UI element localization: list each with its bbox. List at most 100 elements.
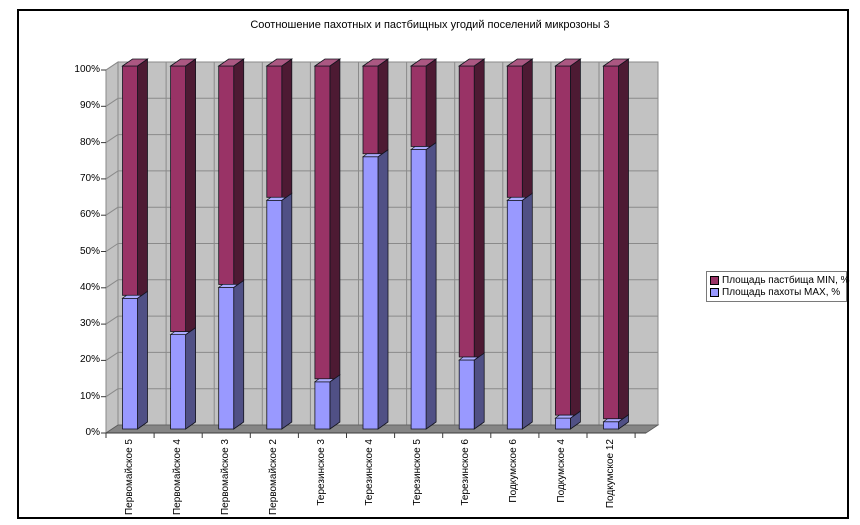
bar-arable-front — [410, 149, 427, 430]
bar-pasture-front — [122, 65, 138, 296]
bar-pasture-front — [555, 65, 571, 416]
bar-pasture-top — [361, 58, 390, 67]
legend-entry-arable-max: Площадь пахоты MAX, % — [710, 287, 844, 298]
bar-arable-front — [555, 417, 571, 430]
x-tick-label: Подкумское 6 — [508, 439, 520, 503]
x-tick-label: Подкумское 12 — [604, 439, 616, 509]
x-tick-label: Первомайское 5 — [123, 439, 135, 516]
bar-pasture-side — [329, 58, 341, 383]
y-tick-label: 70% — [79, 172, 100, 184]
bar-pasture-top — [457, 58, 486, 67]
bar-arable-front — [266, 199, 283, 430]
bar-pasture-top — [217, 58, 245, 67]
bar-arable-top — [121, 294, 143, 299]
x-tick-label: Первомайское 3 — [219, 439, 231, 516]
bar-arable-side — [233, 279, 245, 430]
x-tick-label: Первомайское 2 — [267, 439, 279, 516]
bar-arable-side — [425, 141, 437, 430]
bar-pasture-side — [377, 58, 389, 158]
bar-pasture-front — [218, 65, 235, 285]
bar-pasture-side — [618, 58, 629, 423]
gridline-side — [105, 279, 119, 289]
bar-arable-front — [314, 381, 331, 430]
gridline-side — [105, 315, 119, 325]
bar-pasture-side — [473, 58, 485, 361]
y-tick-label: 40% — [79, 281, 100, 293]
bar-arable-top — [410, 146, 432, 150]
legend-entry-pasture-min: Площадь пастбища MIN, % — [710, 275, 850, 286]
bar-pasture-front — [362, 65, 379, 155]
legend-swatch-arable-max — [710, 288, 719, 297]
bar-arable-top — [458, 356, 480, 361]
bar-pasture-side — [233, 58, 245, 289]
bar-pasture-side — [425, 58, 437, 151]
bar-arable-side — [137, 290, 148, 430]
legend: Площадь пастбища MIN, % Площадь пахоты M… — [706, 271, 850, 302]
bar-pasture-top — [602, 58, 630, 67]
y-tick-label: 50% — [79, 245, 100, 257]
bar-pasture-front — [170, 65, 187, 333]
gridline-side — [105, 243, 119, 252]
gridline-side — [105, 170, 119, 180]
bar-arable-side — [185, 326, 197, 430]
gridline-side — [105, 388, 119, 398]
bar-pasture-front — [410, 65, 427, 147]
bar-arable-side — [329, 374, 341, 430]
x-tick-label: Терезинское 6 — [460, 439, 472, 506]
bar-pasture-top — [121, 58, 149, 67]
x-tick-label: Первомайское 4 — [171, 439, 183, 516]
bar-pasture-top — [313, 58, 342, 67]
bar-pasture-side — [521, 58, 533, 202]
gridline-side — [105, 351, 119, 361]
bar-arable-side — [521, 192, 533, 430]
bar-pasture-top — [409, 58, 438, 67]
bar-arable-side — [377, 148, 389, 430]
bar-arable-side — [473, 352, 485, 430]
y-tick-label: 80% — [79, 136, 100, 148]
bar-pasture-side — [185, 58, 197, 336]
bar-arable-top — [602, 418, 624, 423]
bar-pasture-front — [458, 65, 475, 358]
bar-arable-top — [169, 331, 191, 335]
bar-arable-top — [554, 414, 576, 419]
bar-pasture-top — [506, 58, 534, 67]
y-tick-label: 10% — [79, 390, 100, 402]
bar-arable-front — [170, 334, 187, 430]
y-tick-label: 90% — [79, 100, 100, 112]
legend-label-pasture-min: Площадь пастбища MIN, % — [722, 275, 850, 286]
y-tick-label: 30% — [79, 318, 100, 330]
bar-arable-front — [218, 287, 235, 430]
chart-title: Соотношение пахотных и пастбищных угодий… — [250, 19, 610, 31]
bar-pasture-side — [137, 58, 148, 300]
bar-arable-top — [265, 196, 287, 201]
y-tick-label: 60% — [79, 209, 100, 221]
gridline-side — [105, 61, 119, 71]
bar-arable-side — [281, 192, 293, 430]
bar-arable-front — [362, 156, 379, 430]
gridline-side — [105, 134, 119, 144]
page-border — [17, 9, 849, 519]
gridline-side — [105, 206, 119, 216]
bar-arable-top — [217, 284, 239, 288]
x-tick-label: Терезинское 5 — [412, 439, 424, 506]
bar-pasture-front — [603, 65, 619, 420]
bar-arable-front — [122, 297, 138, 430]
y-tick-label: 100% — [74, 64, 100, 75]
bar-pasture-front — [314, 65, 331, 380]
bar-arable-top — [506, 196, 528, 201]
bar-arable-top — [361, 153, 384, 158]
bar-pasture-front — [506, 65, 523, 198]
bar-arable-front — [506, 199, 523, 430]
y-tick-label: 0% — [85, 427, 100, 438]
bar-pasture-side — [570, 58, 581, 419]
bar-arable-front — [458, 359, 475, 430]
bar-pasture-top — [265, 58, 294, 67]
x-tick-label: Терезинское 3 — [315, 439, 327, 506]
bar-arable-top — [313, 378, 335, 383]
gridline-side — [105, 97, 119, 107]
y-tick-label: 20% — [79, 354, 100, 366]
bar-pasture-top — [169, 58, 197, 67]
bar-arable-front — [603, 421, 619, 430]
